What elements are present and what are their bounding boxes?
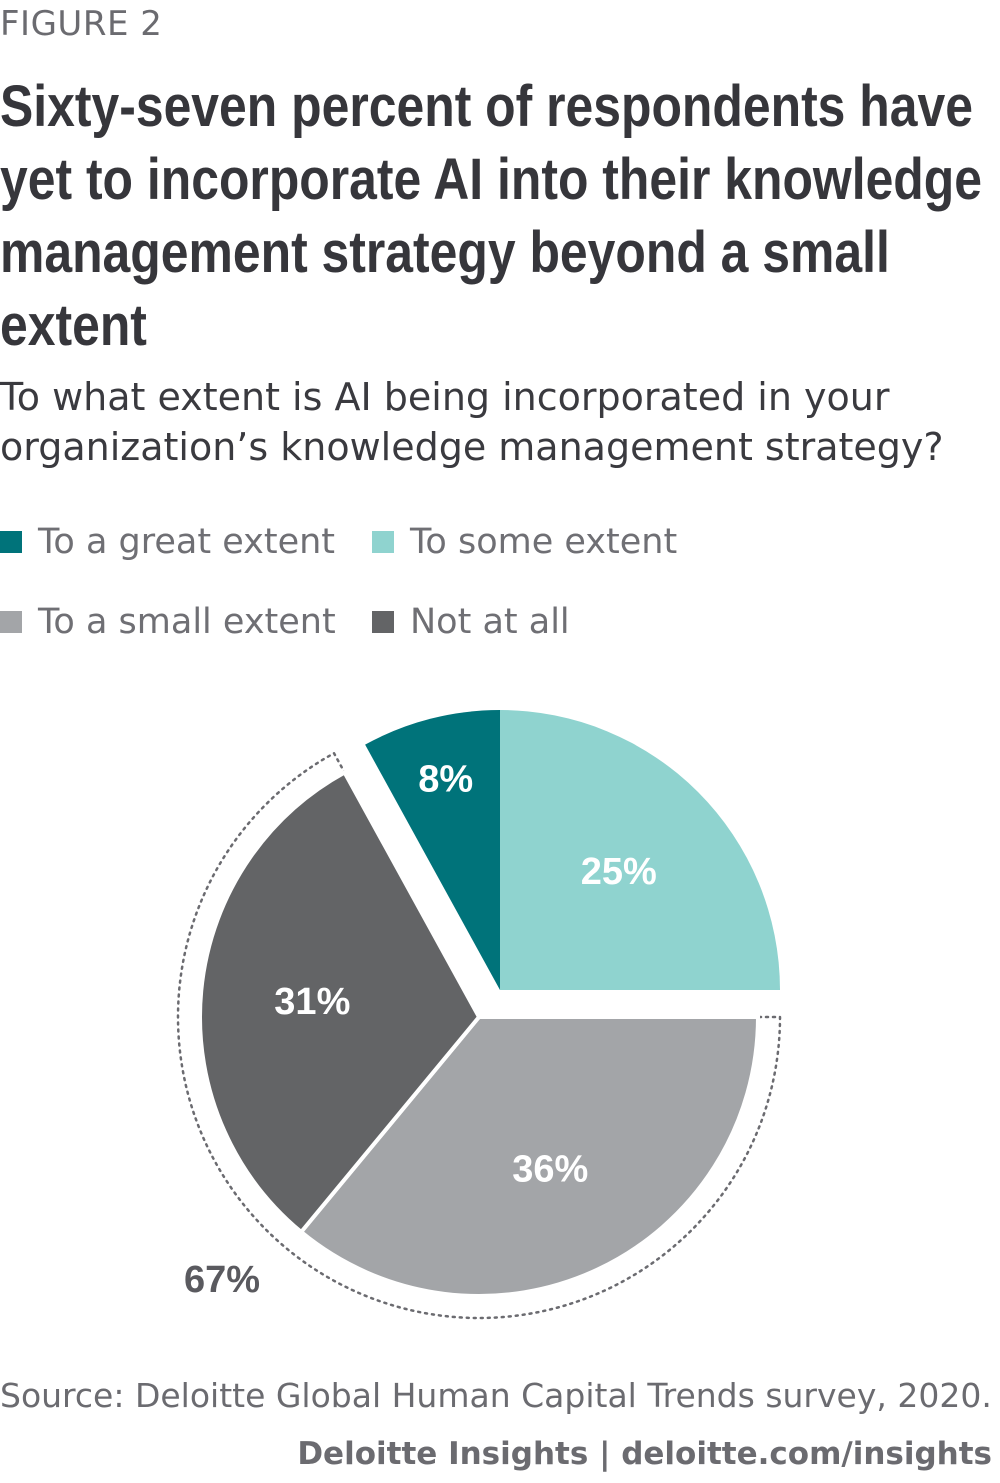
slice-label-great: 8% xyxy=(418,758,473,800)
legend-swatch-none xyxy=(372,611,394,633)
pie-slice-some xyxy=(500,710,780,990)
legend-label-some: To some extent xyxy=(410,522,678,562)
legend-swatch-great xyxy=(0,531,22,553)
chart-title: Sixty-seven percent of respondents have … xyxy=(0,74,982,358)
figure-label: FIGURE 2 xyxy=(0,4,163,44)
legend-label-great: To a great extent xyxy=(38,522,336,562)
slice-label-small: 36% xyxy=(512,1148,588,1190)
legend-swatch-small xyxy=(0,611,22,633)
credit-line: Deloitte Insights | deloitte.com/insight… xyxy=(297,1436,992,1472)
group-outline xyxy=(176,751,782,1320)
slice-label-none: 31% xyxy=(274,981,350,1023)
legend-item-small: To a small extent xyxy=(0,602,336,642)
slice-label-some: 25% xyxy=(581,851,657,893)
pie-slice-small xyxy=(298,1015,761,1298)
chart-subtitle: To what extent is AI being incorporated … xyxy=(0,375,944,469)
group-total-label: 67% xyxy=(184,1259,260,1301)
legend-item-some: To some extent xyxy=(372,522,677,562)
legend-label-none: Not at all xyxy=(410,602,570,642)
pie-slice-none xyxy=(198,769,482,1235)
pie-chart: 8% 25% 36% 31% 67% xyxy=(176,710,782,1320)
legend-item-great: To a great extent xyxy=(0,522,335,562)
pie-slice-great xyxy=(365,710,500,990)
legend-label-small: To a small extent xyxy=(38,602,336,642)
source-note: Source: Deloitte Global Human Capital Tr… xyxy=(0,1376,992,1415)
legend-swatch-some xyxy=(372,531,394,553)
legend-item-none: Not at all xyxy=(372,602,570,642)
